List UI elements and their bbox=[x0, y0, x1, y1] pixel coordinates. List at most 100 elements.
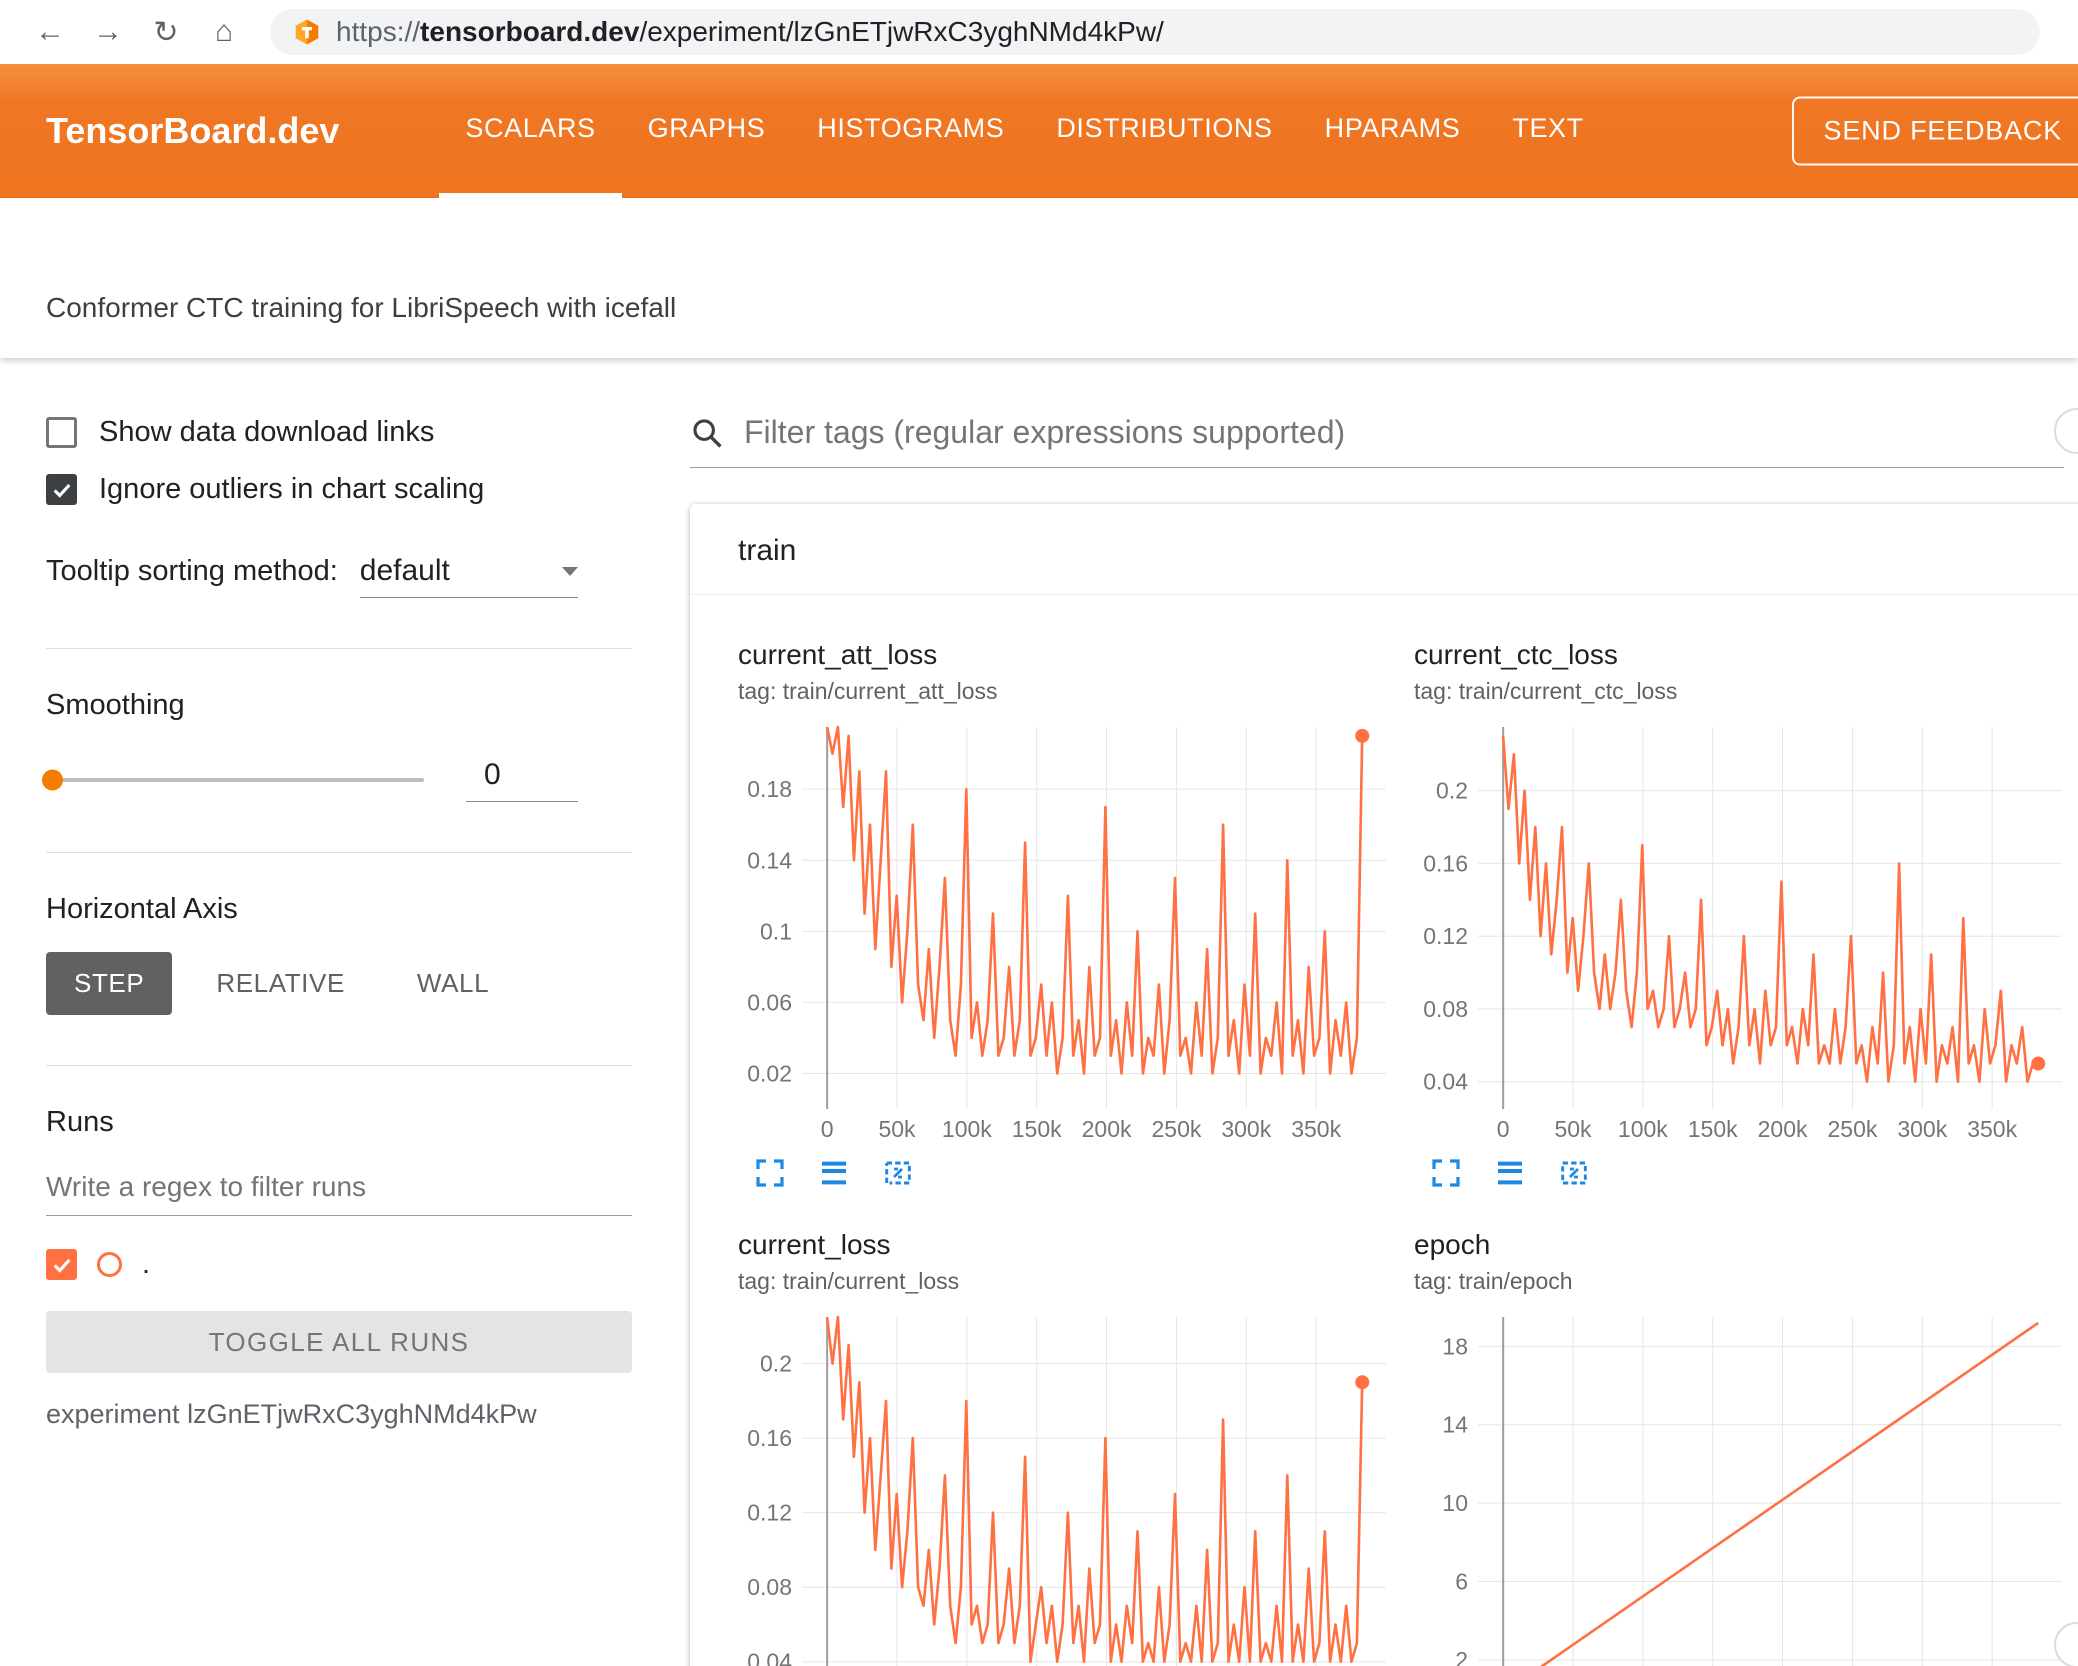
svg-text:0: 0 bbox=[1497, 1116, 1510, 1142]
chart-title: epoch bbox=[1414, 1229, 1491, 1260]
horizontal-axis-label: Horizontal Axis bbox=[46, 893, 238, 925]
svg-text:350k: 350k bbox=[1967, 1116, 2017, 1142]
log-scale-icon[interactable] bbox=[1492, 1155, 1528, 1191]
tag-group-title: train bbox=[690, 504, 2078, 595]
svg-text:0.14: 0.14 bbox=[747, 847, 792, 873]
chart-current-loss: current_loss tag: train/current_loss 0.2… bbox=[738, 1229, 1414, 1666]
back-icon[interactable]: ← bbox=[35, 15, 65, 48]
fullscreen-icon[interactable] bbox=[752, 1155, 788, 1191]
svg-text:0.16: 0.16 bbox=[747, 1425, 792, 1451]
url-text: https://tensorboard.dev/experiment/lzGnE… bbox=[336, 16, 1164, 48]
axis-wall-button[interactable]: WALL bbox=[416, 968, 490, 998]
fit-domain-icon[interactable] bbox=[880, 1155, 916, 1191]
scalar-chart[interactable]: 0.20.160.120.080.04050k100k150k200k250k3… bbox=[738, 1307, 1398, 1666]
chart-epoch: epoch tag: train/epoch 18141062050k100k1… bbox=[1414, 1229, 2078, 1666]
smoothing-slider-row: 0 bbox=[42, 758, 632, 802]
url-scheme: https:// bbox=[336, 16, 421, 47]
chart-actions bbox=[1414, 1155, 2078, 1191]
svg-text:300k: 300k bbox=[1897, 1116, 1947, 1142]
main-content: train current_att_loss tag: train/curren… bbox=[644, 358, 2078, 1666]
svg-text:50k: 50k bbox=[878, 1116, 916, 1142]
fit-domain-icon[interactable] bbox=[1556, 1155, 1592, 1191]
experiment-id-note: experiment lzGnETjwRxC3yghNMd4kPw bbox=[46, 1399, 537, 1429]
svg-text:0: 0 bbox=[821, 1116, 834, 1142]
settings-sidebar: Show data download links Ignore outliers… bbox=[0, 358, 644, 1666]
svg-text:150k: 150k bbox=[1012, 1116, 1062, 1142]
chart-tag: tag: train/current_ctc_loss bbox=[1414, 678, 1678, 704]
forward-icon[interactable]: → bbox=[93, 15, 123, 48]
chart-title: current_ctc_loss bbox=[1414, 639, 1618, 670]
app-title: TensorBoard.dev bbox=[46, 110, 340, 151]
svg-text:0.2: 0.2 bbox=[760, 1351, 792, 1377]
tooltip-sorting-row: Tooltip sorting method: default bbox=[46, 554, 632, 598]
svg-text:100k: 100k bbox=[1618, 1116, 1668, 1142]
horizontal-axis-options: STEP RELATIVE WALL bbox=[46, 952, 632, 1015]
log-scale-icon[interactable] bbox=[816, 1155, 852, 1191]
tooltip-sorting-value: default bbox=[359, 554, 450, 587]
url-path: /experiment/lzGnETjwRxC3yghNMd4kPw/ bbox=[639, 16, 1164, 47]
fullscreen-icon[interactable] bbox=[1428, 1155, 1464, 1191]
tooltip-sorting-label: Tooltip sorting method: bbox=[46, 555, 338, 587]
svg-text:0.1: 0.1 bbox=[760, 918, 792, 944]
svg-text:0.02: 0.02 bbox=[747, 1060, 792, 1086]
chart-current-ctc-loss: current_ctc_loss tag: train/current_ctc_… bbox=[1414, 639, 2078, 1191]
svg-text:200k: 200k bbox=[1082, 1116, 1132, 1142]
svg-text:0.12: 0.12 bbox=[747, 1500, 792, 1526]
ignore-outliers-label: Ignore outliers in chart scaling bbox=[99, 473, 485, 505]
tab-graphs[interactable]: GRAPHS bbox=[647, 113, 766, 143]
show-download-links-label: Show data download links bbox=[99, 416, 435, 448]
tab-text[interactable]: TEXT bbox=[1512, 113, 1584, 143]
train-card: train current_att_loss tag: train/curren… bbox=[690, 504, 2078, 1666]
tensorboard-favicon bbox=[295, 19, 319, 45]
tab-hparams[interactable]: HPARAMS bbox=[1324, 113, 1461, 143]
ignore-outliers-checkbox[interactable] bbox=[46, 474, 77, 505]
content-area: Show data download links Ignore outliers… bbox=[0, 358, 2078, 1666]
ignore-outliers-row[interactable]: Ignore outliers in chart scaling bbox=[46, 473, 632, 506]
app-header: TensorBoard.dev SCALARS GRAPHS HISTOGRAM… bbox=[0, 64, 2078, 198]
experiment-title-bar: Conformer CTC training for LibriSpeech w… bbox=[0, 198, 2078, 358]
chart-title: current_att_loss bbox=[738, 639, 938, 670]
tooltip-sorting-select[interactable]: default bbox=[359, 554, 578, 598]
chart-tag: tag: train/current_att_loss bbox=[738, 678, 998, 704]
tab-scalars[interactable]: SCALARS bbox=[439, 64, 622, 198]
runs-filter-input[interactable] bbox=[46, 1163, 632, 1216]
svg-text:0.12: 0.12 bbox=[1423, 923, 1468, 949]
svg-text:100k: 100k bbox=[942, 1116, 992, 1142]
svg-text:300k: 300k bbox=[1221, 1116, 1271, 1142]
check-icon bbox=[53, 1258, 70, 1273]
sidebar-divider bbox=[46, 1065, 632, 1066]
dropdown-arrow-icon bbox=[561, 566, 578, 576]
filter-tags-input[interactable] bbox=[744, 414, 2064, 451]
smoothing-value-field[interactable]: 0 bbox=[466, 758, 578, 802]
reload-icon[interactable]: ↻ bbox=[153, 15, 179, 49]
tab-histograms[interactable]: HISTOGRAMS bbox=[817, 113, 1005, 143]
tab-distributions[interactable]: DISTRIBUTIONS bbox=[1056, 113, 1273, 143]
svg-text:0.06: 0.06 bbox=[747, 989, 792, 1015]
smoothing-slider[interactable] bbox=[42, 769, 424, 791]
scalar-chart[interactable]: 0.18 0.14 0.1 0.06 0.02 0 50k 100k 150k 200k 250k 3… bbox=[738, 717, 1398, 1145]
toggle-all-runs-button[interactable]: TOGGLE ALL RUNS bbox=[46, 1311, 632, 1373]
axis-relative-button[interactable]: RELATIVE bbox=[216, 968, 345, 998]
charts-grid: current_att_loss tag: train/current_att_… bbox=[690, 595, 2078, 1666]
svg-text:0.04: 0.04 bbox=[1423, 1069, 1468, 1095]
svg-text:0.18: 0.18 bbox=[747, 776, 792, 802]
svg-text:0.04: 0.04 bbox=[747, 1649, 792, 1666]
filter-tags-row bbox=[690, 414, 2064, 468]
show-download-links-row[interactable]: Show data download links bbox=[46, 416, 632, 449]
scalar-chart[interactable]: 18141062050k100k150k200k250k300k350k bbox=[1414, 1307, 2074, 1666]
show-download-links-checkbox[interactable] bbox=[46, 417, 77, 448]
svg-text:0.08: 0.08 bbox=[747, 1574, 792, 1600]
svg-text:14: 14 bbox=[1442, 1412, 1468, 1438]
run-checkbox[interactable] bbox=[46, 1249, 77, 1280]
home-icon[interactable]: ⌂ bbox=[214, 15, 234, 48]
run-color-swatch[interactable] bbox=[97, 1252, 122, 1277]
axis-step-button[interactable]: STEP bbox=[46, 952, 173, 1015]
send-feedback-button[interactable]: SEND FEEDBACK bbox=[1791, 96, 2078, 166]
svg-text:250k: 250k bbox=[1151, 1116, 1201, 1142]
address-bar[interactable]: https://tensorboard.dev/experiment/lzGnE… bbox=[270, 9, 2040, 55]
slider-thumb[interactable] bbox=[42, 769, 63, 791]
svg-text:50k: 50k bbox=[1554, 1116, 1592, 1142]
search-icon bbox=[693, 418, 722, 448]
chart-tag: tag: train/epoch bbox=[1414, 1268, 1573, 1294]
